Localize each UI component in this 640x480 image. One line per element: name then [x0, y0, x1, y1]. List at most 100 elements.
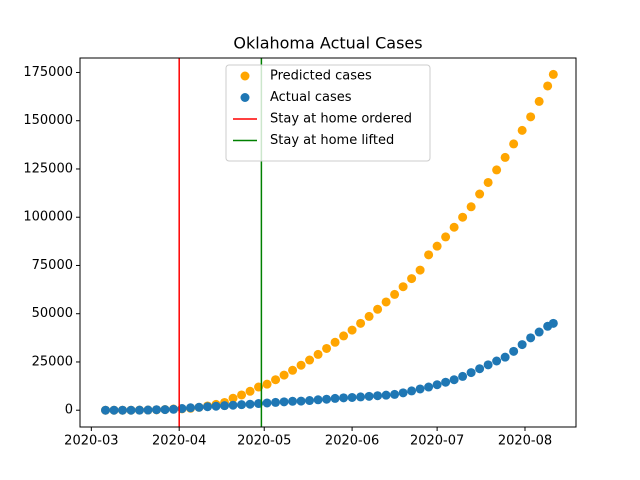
point [347, 325, 357, 335]
point [381, 297, 391, 307]
point [398, 282, 408, 292]
point [424, 382, 434, 392]
point [441, 377, 451, 387]
point [313, 395, 323, 405]
point [203, 402, 213, 412]
point [373, 391, 383, 401]
point [526, 333, 536, 343]
y-tick-label: 0 [65, 403, 73, 418]
point [492, 165, 502, 175]
point [475, 189, 485, 199]
point [407, 274, 417, 284]
point [330, 337, 340, 347]
y-tick-label: 150000 [23, 113, 73, 128]
x-tick-label: 2020-06 [325, 434, 379, 449]
point [271, 375, 281, 385]
x-tick-label: 2020-03 [64, 434, 118, 449]
point [449, 222, 459, 232]
legend-label: Predicted cases [270, 69, 372, 84]
point [152, 405, 162, 415]
point [390, 289, 400, 299]
point [169, 404, 179, 414]
point [373, 304, 383, 314]
chart-title: Oklahoma Actual Cases [233, 34, 422, 53]
point [109, 405, 119, 415]
point [475, 364, 485, 374]
point [160, 405, 170, 415]
x-tick-label: 2020-04 [152, 434, 206, 449]
point [407, 386, 417, 396]
point [101, 405, 111, 415]
point [245, 386, 255, 396]
point [339, 393, 349, 403]
y-tick-label: 175000 [23, 65, 73, 80]
point [432, 380, 442, 390]
legend-marker [240, 93, 250, 102]
point [526, 112, 536, 122]
point [500, 152, 510, 162]
plot-frame [79, 57, 577, 428]
point [509, 346, 519, 356]
point [432, 241, 442, 251]
point [288, 365, 298, 375]
point [143, 405, 153, 415]
legend: Predicted cases Actual cases Stay at home … [225, 64, 431, 162]
legend-label: Stay at home lifted [270, 133, 394, 148]
legend-label: Stay at home ordered [270, 112, 412, 127]
point [458, 371, 468, 381]
legend-box [225, 64, 431, 162]
point [126, 405, 136, 415]
point [211, 401, 221, 411]
point [534, 327, 544, 337]
point [262, 398, 272, 408]
point [466, 368, 476, 378]
point [296, 360, 306, 370]
point [288, 396, 298, 406]
point [500, 352, 510, 362]
x-tick-label: 2020-05 [237, 434, 291, 449]
point [279, 397, 289, 407]
point [322, 394, 332, 404]
point [356, 392, 366, 402]
point [245, 399, 255, 409]
point [305, 355, 315, 365]
point [509, 139, 519, 149]
x-tick-label: 2020-07 [410, 434, 464, 449]
point [296, 396, 306, 406]
y-tick-label: 100000 [23, 210, 73, 225]
point [492, 356, 502, 366]
point [228, 400, 238, 410]
point [483, 360, 493, 370]
point [279, 370, 289, 380]
point [313, 349, 323, 359]
y-tick-label: 75000 [32, 258, 73, 273]
point [237, 390, 247, 400]
x-tick-label: 2020-08 [498, 434, 552, 449]
point [449, 375, 459, 385]
point [262, 379, 272, 389]
point [441, 232, 451, 242]
point [135, 405, 145, 415]
point [186, 403, 196, 413]
point [548, 69, 558, 79]
legend-label: Actual cases [270, 90, 352, 105]
point [390, 389, 400, 399]
point [339, 331, 349, 341]
point [483, 177, 493, 187]
point [517, 340, 527, 350]
point [364, 311, 374, 321]
point [194, 402, 204, 412]
point [534, 96, 544, 106]
point [347, 392, 357, 402]
point [517, 125, 527, 135]
point [466, 202, 476, 212]
point [271, 397, 281, 407]
point [356, 318, 366, 328]
point [415, 384, 425, 394]
point [305, 396, 315, 406]
point [398, 388, 408, 398]
point [548, 318, 558, 328]
point [237, 400, 247, 410]
point [381, 390, 391, 400]
point [424, 250, 434, 260]
